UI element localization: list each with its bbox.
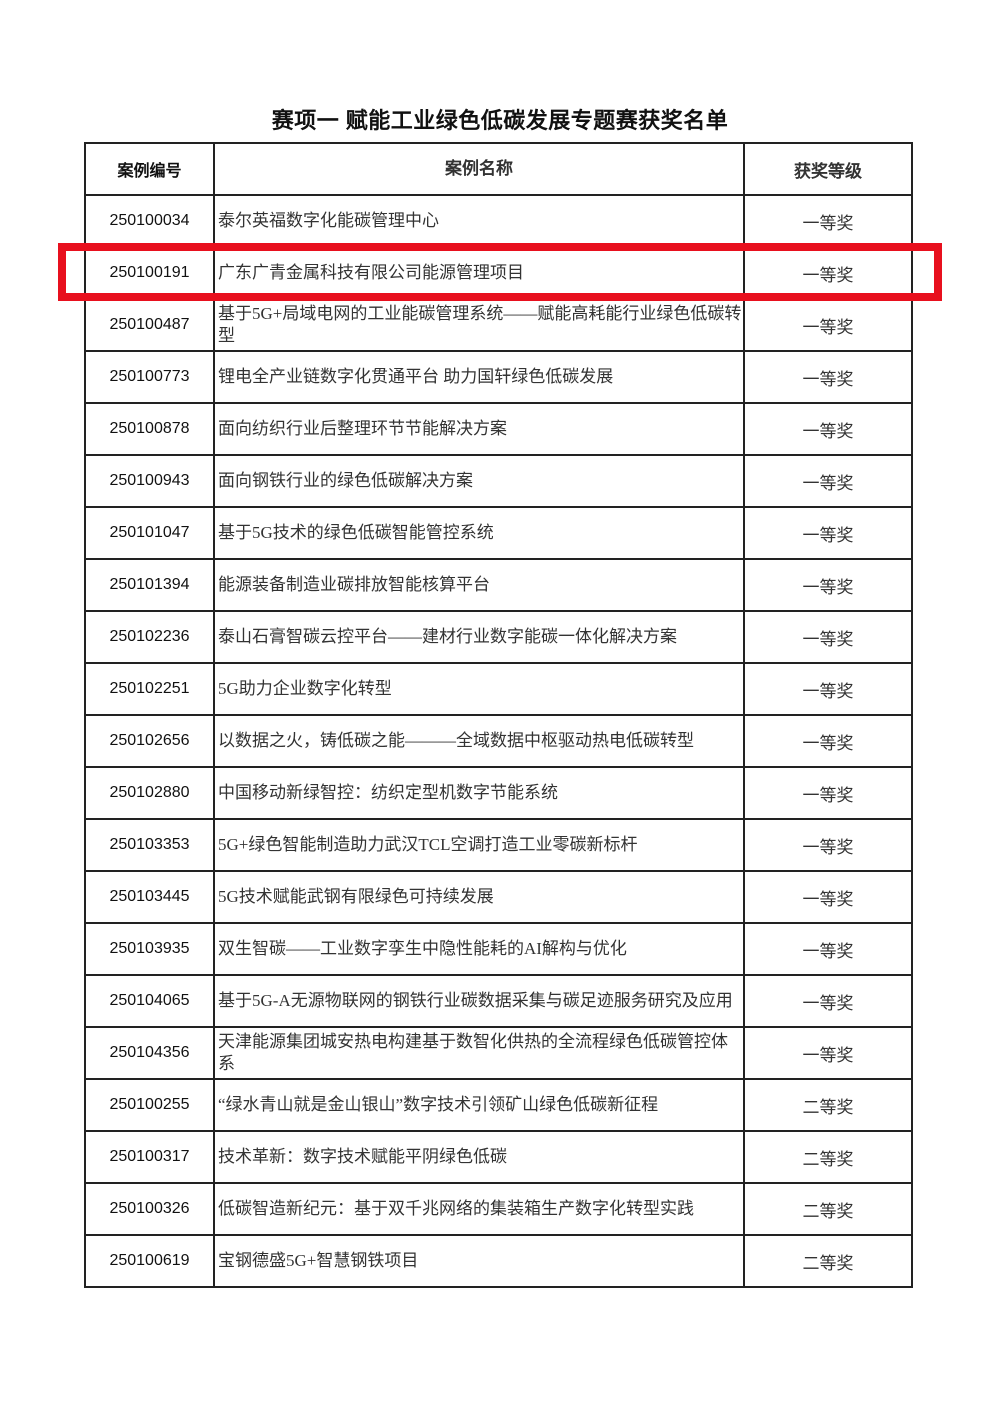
case-id-cell: 250103935 [84, 922, 215, 976]
award-level-cell: 一等奖 [743, 766, 913, 820]
table-row: 250100773 锂电全产业链数字化贯通平台 助力国轩绿色低碳发展 一等奖 [84, 350, 913, 404]
award-level-cell: 二等奖 [743, 1078, 913, 1132]
award-level-cell: 一等奖 [743, 402, 913, 456]
case-name-cell: 以数据之火，铸低碳之能———全域数据中枢驱动热电低碳转型 [213, 714, 745, 768]
case-id-cell: 250103445 [84, 870, 215, 924]
award-level-cell: 一等奖 [743, 194, 913, 248]
document-title: 赛项一 赋能工业绿色低碳发展专题赛获奖名单 [271, 108, 729, 133]
award-level-cell: 二等奖 [743, 1234, 913, 1288]
case-id-cell: 250104065 [84, 974, 215, 1028]
case-name-cell: 5G助力企业数字化转型 [213, 662, 745, 716]
award-level-cell: 一等奖 [743, 714, 913, 768]
case-name-cell: 能源装备制造业碳排放智能核算平台 [213, 558, 745, 612]
table-row: 250100326 低碳智造新纪元：基于双千兆网络的集装箱生产数字化转型实践 二等奖 [84, 1182, 913, 1236]
table-row: 250100943 面向钢铁行业的绿色低碳解决方案 一等奖 [84, 454, 913, 508]
table-row: 250104356 天津能源集团城安热电构建基于数智化供热的全流程绿色低碳管控体系… [84, 1026, 913, 1080]
table-row: 250102880 中国移动新绿智控：纺织定型机数字节能系统 一等奖 [84, 766, 913, 820]
award-level-cell: 一等奖 [743, 610, 913, 664]
case-id-cell: 250100317 [84, 1130, 215, 1184]
table-row: 250102236 泰山石膏智碳云控平台——建材行业数字能碳一体化解决方案 一等奖 [84, 610, 913, 664]
case-name-cell: 面向纺织行业后整理环节节能解决方案 [213, 402, 745, 456]
case-name-cell: 技术革新：数字技术赋能平阴绿色低碳 [213, 1130, 745, 1184]
case-name-cell: 基于5G+局域电网的工业能碳管理系统——赋能高耗能行业绿色低碳转型 [213, 298, 745, 352]
case-name-cell: 中国移动新绿智控：纺织定型机数字节能系统 [213, 766, 745, 820]
case-name-cell: 低碳智造新纪元：基于双千兆网络的集装箱生产数字化转型实践 [213, 1182, 745, 1236]
case-id-cell: 250101394 [84, 558, 215, 612]
case-name-cell: 5G技术赋能武钢有限绿色可持续发展 [213, 870, 745, 924]
case-id-cell: 250103353 [84, 818, 215, 872]
case-id-cell: 250100773 [84, 350, 215, 404]
case-name-cell: 锂电全产业链数字化贯通平台 助力国轩绿色低碳发展 [213, 350, 745, 404]
case-name-cell: 基于5G-A无源物联网的钢铁行业碳数据采集与碳足迹服务研究及应用 [213, 974, 745, 1028]
header-award-level: 获奖等级 [743, 142, 913, 196]
table-row: 250103353 5G+绿色智能制造助力武汉TCL空调打造工业零碳新标杆 一等奖 [84, 818, 913, 872]
case-name-cell: 双生智碳——工业数字孪生中隐性能耗的AI解构与优化 [213, 922, 745, 976]
table-row: 250100878 面向纺织行业后整理环节节能解决方案 一等奖 [84, 402, 913, 456]
case-id-cell: 250102251 [84, 662, 215, 716]
case-name-cell: 泰尔英福数字化能碳管理中心 [213, 194, 745, 248]
case-id-cell: 250100943 [84, 454, 215, 508]
table-row: 250102656 以数据之火，铸低碳之能———全域数据中枢驱动热电低碳转型 一等奖 [84, 714, 913, 768]
table-row: 250100317 技术革新：数字技术赋能平阴绿色低碳 二等奖 [84, 1130, 913, 1184]
award-table: 案例编号 案例名称 获奖等级 250100034 泰尔英福数字化能碳管理中心 一等奖… [84, 142, 913, 1288]
case-name-cell: “绿水青山就是金山银山”数字技术引领矿山绿色低碳新征程 [213, 1078, 745, 1132]
case-id-cell: 250100487 [84, 298, 215, 352]
case-id-cell: 250100034 [84, 194, 215, 248]
case-id-cell: 250101047 [84, 506, 215, 560]
award-level-cell: 二等奖 [743, 1130, 913, 1184]
table-row: 250104065 基于5G-A无源物联网的钢铁行业碳数据采集与碳足迹服务研究及应… [84, 974, 913, 1028]
case-id-cell: 250100326 [84, 1182, 215, 1236]
table-header-row: 案例编号 案例名称 获奖等级 [84, 142, 913, 196]
table-row: 250101047 基于5G技术的绿色低碳智能管控系统 一等奖 [84, 506, 913, 560]
case-name-cell: 宝钢德盛5G+智慧钢铁项目 [213, 1234, 745, 1288]
table-row: 250100619 宝钢德盛5G+智慧钢铁项目 二等奖 [84, 1234, 913, 1288]
case-id-cell: 250100878 [84, 402, 215, 456]
header-case-id: 案例编号 [84, 142, 215, 196]
table-row: 250103445 5G技术赋能武钢有限绿色可持续发展 一等奖 [84, 870, 913, 924]
table-row: 250103935 双生智碳——工业数字孪生中隐性能耗的AI解构与优化 一等奖 [84, 922, 913, 976]
case-name-cell: 泰山石膏智碳云控平台——建材行业数字能碳一体化解决方案 [213, 610, 745, 664]
case-name-cell: 天津能源集团城安热电构建基于数智化供热的全流程绿色低碳管控体系 [213, 1026, 745, 1080]
award-level-cell: 一等奖 [743, 454, 913, 508]
case-id-cell: 250100619 [84, 1234, 215, 1288]
case-name-cell: 面向钢铁行业的绿色低碳解决方案 [213, 454, 745, 508]
award-level-cell: 一等奖 [743, 818, 913, 872]
award-level-cell: 一等奖 [743, 350, 913, 404]
award-level-cell: 一等奖 [743, 1026, 913, 1080]
case-name-cell: 基于5G技术的绿色低碳智能管控系统 [213, 506, 745, 560]
case-name-cell: 5G+绿色智能制造助力武汉TCL空调打造工业零碳新标杆 [213, 818, 745, 872]
award-level-cell: 一等奖 [743, 662, 913, 716]
case-id-cell: 250102236 [84, 610, 215, 664]
table-row: 250102251 5G助力企业数字化转型 一等奖 [84, 662, 913, 716]
award-level-cell: 一等奖 [743, 506, 913, 560]
case-id-cell: 250100191 [84, 246, 215, 300]
award-level-cell: 一等奖 [743, 298, 913, 352]
case-name-cell: 广东广青金属科技有限公司能源管理项目 [213, 246, 745, 300]
table-row: 250100191 广东广青金属科技有限公司能源管理项目 一等奖 [84, 246, 913, 300]
table-row: 250101394 能源装备制造业碳排放智能核算平台 一等奖 [84, 558, 913, 612]
award-level-cell: 一等奖 [743, 246, 913, 300]
table-row: 250100487 基于5G+局域电网的工业能碳管理系统——赋能高耗能行业绿色低碳… [84, 298, 913, 352]
case-id-cell: 250102880 [84, 766, 215, 820]
case-id-cell: 250100255 [84, 1078, 215, 1132]
award-level-cell: 一等奖 [743, 922, 913, 976]
case-id-cell: 250102656 [84, 714, 215, 768]
table-row: 250100255 “绿水青山就是金山银山”数字技术引领矿山绿色低碳新征程 二等奖 [84, 1078, 913, 1132]
header-case-name: 案例名称 [213, 142, 745, 196]
table-row: 250100034 泰尔英福数字化能碳管理中心 一等奖 [84, 194, 913, 248]
award-level-cell: 二等奖 [743, 1182, 913, 1236]
award-level-cell: 一等奖 [743, 974, 913, 1028]
award-level-cell: 一等奖 [743, 558, 913, 612]
case-id-cell: 250104356 [84, 1026, 215, 1080]
award-level-cell: 一等奖 [743, 870, 913, 924]
